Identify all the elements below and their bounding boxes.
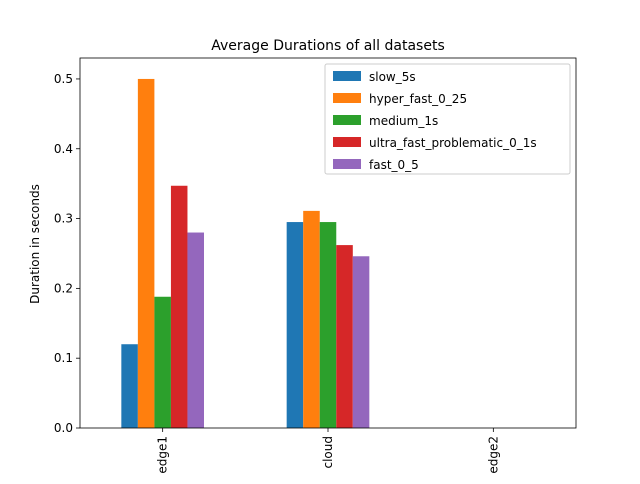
x-tick-label-cloud: cloud (321, 436, 335, 469)
bar-medium_1s-edge1 (154, 296, 171, 428)
legend-swatch-fast_0_5 (333, 159, 361, 169)
bars (121, 78, 370, 429)
bar-fast_0_5-edge1 (187, 232, 204, 428)
legend-swatch-medium_1s (333, 115, 361, 125)
y-tick-label-0.5: 0.5 (54, 72, 73, 86)
legend-label-hyper_fast_0_25: hyper_fast_0_25 (369, 92, 467, 106)
bar-hyper_fast_0_25-cloud (303, 210, 320, 428)
legend-box (324, 63, 571, 175)
y-tick-label-0.1: 0.1 (54, 351, 73, 365)
x-tick-label-edge1: edge1 (156, 436, 170, 474)
bar-fast_0_5-cloud (352, 256, 370, 428)
axes: edge1 cloud edge2 0.0 0.1 0.2 0.3 0.4 0.5 (54, 57, 577, 474)
plot-frame (79, 57, 577, 429)
y-axis-label: Duration in seconds (28, 184, 42, 304)
legend-swatch-hyper_fast_0_25 (333, 93, 361, 103)
legend-label-ultra_fast_problematic_0_1s: ultra_fast_problematic_0_1s (369, 136, 537, 150)
legend-label-medium_1s: medium_1s (369, 114, 438, 128)
legend-swatch-slow_5s (333, 71, 361, 81)
bar-slow_5s-cloud (286, 222, 304, 428)
legend-swatch-ultra_fast_problematic_0_1s (333, 137, 361, 147)
legend: slow_5s hyper_fast_0_25 medium_1s ultra_fas… (324, 63, 571, 175)
bar-ultra_fast_problematic_0_1s-edge1 (170, 185, 188, 428)
legend-label-slow_5s: slow_5s (369, 70, 416, 84)
bar-hyper_fast_0_25-edge1 (137, 78, 155, 429)
bar-medium_1s-cloud (319, 222, 337, 428)
y-tick-label-0.3: 0.3 (54, 212, 73, 226)
bar-ultra_fast_problematic_0_1s-cloud (336, 245, 353, 428)
x-tick-label-edge2: edge2 (486, 436, 500, 474)
bar-slow_5s-edge1 (121, 344, 138, 428)
y-tick-label-0.0: 0.0 (54, 421, 73, 435)
y-tick-label-0.2: 0.2 (54, 281, 73, 295)
legend-label-fast_0_5: fast_0_5 (369, 158, 419, 172)
chart-title: Average Durations of all datasets (211, 38, 444, 54)
y-tick-label-0.4: 0.4 (54, 142, 73, 156)
